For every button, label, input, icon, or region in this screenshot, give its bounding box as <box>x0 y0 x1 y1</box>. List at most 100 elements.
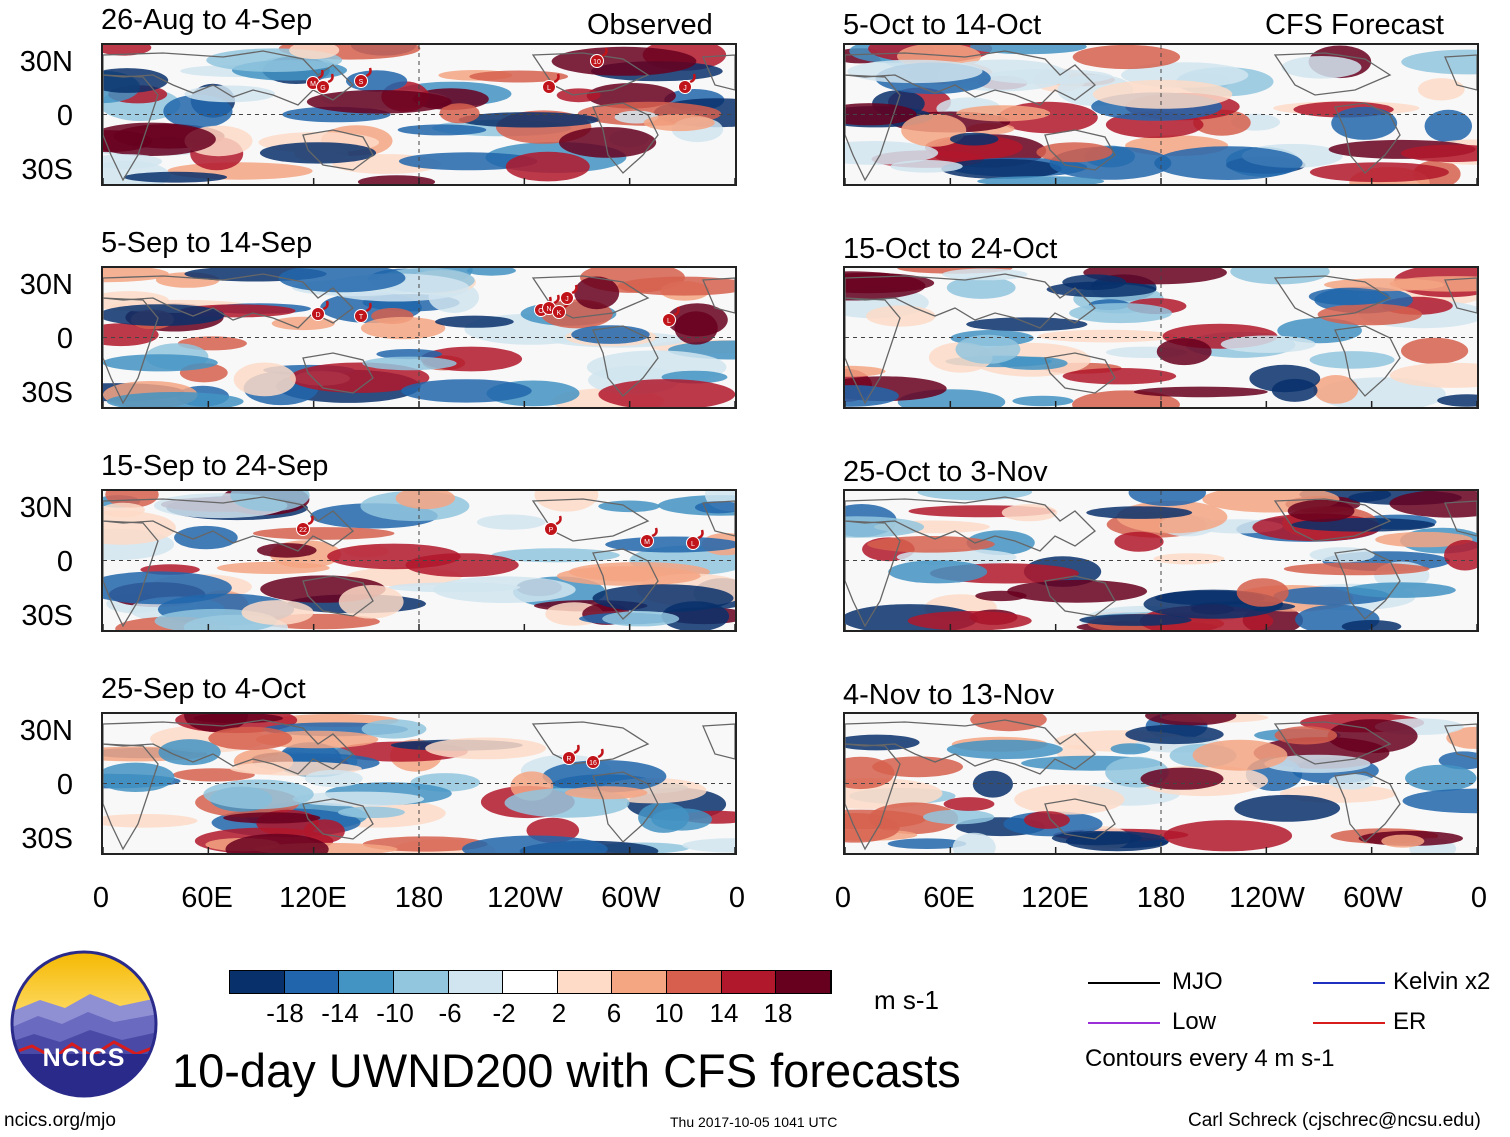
anomaly-blob <box>950 132 999 146</box>
anomaly-blob <box>289 362 430 393</box>
anomaly-blob <box>1133 386 1268 398</box>
anomaly-blob <box>292 791 425 807</box>
storm-marker: L <box>542 73 560 94</box>
colorbar-tick-label: 18 <box>763 998 793 1028</box>
footer-link[interactable]: ncics.org/mjo <box>4 1110 116 1131</box>
anomaly-blob <box>1236 578 1289 607</box>
coastline <box>1444 500 1477 537</box>
storm-label: M <box>644 539 650 546</box>
storm-label: O <box>538 308 544 315</box>
coastline <box>103 520 159 628</box>
coastline <box>845 719 1096 775</box>
anomaly-blob <box>674 311 718 345</box>
anomaly-blob <box>970 714 1047 732</box>
anomaly-blob <box>975 590 1027 602</box>
storm-marker: 22 <box>296 515 314 536</box>
anomaly-blob <box>1405 764 1477 792</box>
legend-line-mjo <box>1088 982 1160 984</box>
storm-label: T <box>359 314 364 321</box>
anomaly-blob <box>556 566 701 586</box>
colorbar-swatch <box>667 971 722 993</box>
anomaly-blob <box>360 316 446 340</box>
anomaly-blob <box>972 770 1013 798</box>
anomaly-blob <box>542 760 667 793</box>
anomaly-blob <box>574 276 620 310</box>
anomaly-blob <box>923 809 995 825</box>
anomaly-blob <box>845 271 926 301</box>
anomaly-blob <box>1145 714 1237 726</box>
anomaly-blob <box>1417 78 1465 101</box>
colorbar-tick-label: -14 <box>321 998 359 1028</box>
anomaly-blob <box>559 127 657 158</box>
anomaly-blob <box>1346 582 1456 598</box>
anomaly-blob <box>1309 162 1449 183</box>
anomaly-blob <box>682 838 735 853</box>
anomaly-blob <box>888 560 988 584</box>
storm-marker: T <box>354 302 372 323</box>
anomaly-blob <box>103 304 225 326</box>
coastline <box>845 273 1096 329</box>
forecast-panel-title: 25-Oct to 3-Nov <box>843 456 1048 488</box>
storm-label: D <box>315 312 320 319</box>
lon-label: 120E <box>1021 882 1089 914</box>
anomaly-blob <box>103 122 216 156</box>
anomaly-blob <box>1389 491 1477 518</box>
coastline <box>103 74 159 182</box>
colorbar-swatch <box>503 971 558 993</box>
legend-line-kelvin <box>1313 982 1385 984</box>
coastline <box>845 50 1096 106</box>
anomaly-field <box>845 491 1477 630</box>
storm-label: 22 <box>299 527 307 534</box>
anomaly-blob <box>1271 378 1318 402</box>
anomaly-blob <box>158 739 221 766</box>
observed-panel-title: 26-Aug to 4-Sep <box>101 4 313 36</box>
coastline <box>702 723 735 760</box>
colorbar-tick-label: -6 <box>438 998 462 1028</box>
lon-label: 60E <box>923 882 975 914</box>
lat-label: 0 <box>56 546 73 578</box>
anomaly-blob <box>1092 79 1233 109</box>
storm-marker: M <box>306 69 324 90</box>
anomaly-blob <box>1038 329 1176 343</box>
footer-timestamp: Thu 2017-10-05 1041 UTC <box>670 1114 838 1130</box>
colorbar-tick-label: 6 <box>606 998 622 1028</box>
anomaly-blob <box>1012 395 1074 407</box>
anomaly-blob <box>172 768 255 782</box>
anomaly-blob <box>867 536 995 553</box>
coastline <box>302 798 374 840</box>
anomaly-field: D T O NKJ L <box>103 268 735 407</box>
coastline <box>1044 129 1116 171</box>
colorbar-tick-label: 10 <box>654 998 684 1028</box>
anomaly-blob <box>103 354 218 372</box>
anomaly-blob <box>106 392 244 407</box>
anomaly-blob <box>1023 811 1070 829</box>
anomaly-blob <box>103 45 152 56</box>
anomaly-blob <box>946 739 1063 760</box>
anomaly-blob <box>1062 274 1127 290</box>
anomaly-blob <box>337 806 405 818</box>
anomaly-blob <box>1001 504 1058 522</box>
forecast-panel-title: 5-Oct to 14-Oct <box>843 9 1042 41</box>
anomaly-blob <box>306 90 452 114</box>
anomaly-blob <box>1400 144 1477 162</box>
storm-label: L <box>691 541 695 548</box>
anomaly-blob <box>966 317 1088 332</box>
anomaly-blob <box>1401 337 1469 364</box>
lon-label: 0 <box>834 882 852 914</box>
storm-label: R <box>566 756 571 763</box>
anomaly-blob <box>1309 351 1395 369</box>
anomaly-blob <box>225 833 329 853</box>
anomaly-blob <box>955 334 1021 364</box>
anomaly-blob <box>866 305 936 327</box>
colorbar-units: m s-1 <box>874 985 939 1015</box>
storm-marker: M <box>640 527 658 548</box>
anomaly-blob <box>1192 739 1288 771</box>
anomaly-blob <box>1156 338 1212 366</box>
anomaly-blob <box>103 510 176 545</box>
anomaly-blob <box>376 349 443 360</box>
colorbar-swatch <box>230 971 285 993</box>
coastline <box>1044 575 1116 617</box>
forecast-map-panel <box>843 43 1479 186</box>
storm-marker: R <box>562 744 580 765</box>
